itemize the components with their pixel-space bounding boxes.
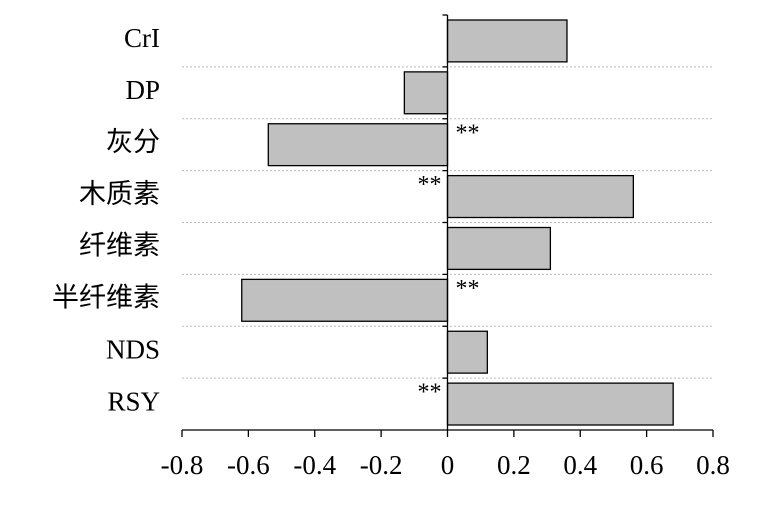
y-tick-label: RSY (107, 386, 160, 416)
bar (446, 226, 552, 271)
bar (446, 382, 674, 426)
significance-label: ** (418, 172, 442, 198)
y-tick-label: CrI (124, 23, 160, 53)
x-tick-label: 0.6 (630, 450, 664, 480)
bar (446, 19, 568, 63)
significance-label: ** (456, 276, 480, 302)
significance-label: ** (418, 380, 442, 406)
x-tick-label: -0.4 (293, 450, 336, 480)
x-tick-label: 0.8 (696, 450, 730, 480)
x-tick-label: 0 (441, 450, 455, 480)
x-tick-label: 0.2 (497, 450, 531, 480)
bar (446, 330, 488, 374)
significance-label: ** (456, 120, 480, 146)
bar (403, 71, 449, 115)
x-tick-label: -0.2 (360, 450, 403, 480)
y-tick-label: NDS (106, 334, 160, 364)
y-tick-label: 纤维素 (79, 231, 160, 261)
x-tick-label: -0.6 (227, 450, 270, 480)
y-tick-label: 灰分 (106, 127, 160, 157)
bar (241, 278, 449, 322)
y-tick-label: 半纤维素 (52, 283, 160, 313)
y-tick-label: 木质素 (79, 179, 160, 209)
y-tick-label: DP (125, 75, 160, 105)
x-tick-label: -0.8 (161, 450, 204, 480)
bar (267, 123, 449, 167)
x-tick-label: 0.4 (563, 450, 597, 480)
bar (446, 174, 635, 219)
